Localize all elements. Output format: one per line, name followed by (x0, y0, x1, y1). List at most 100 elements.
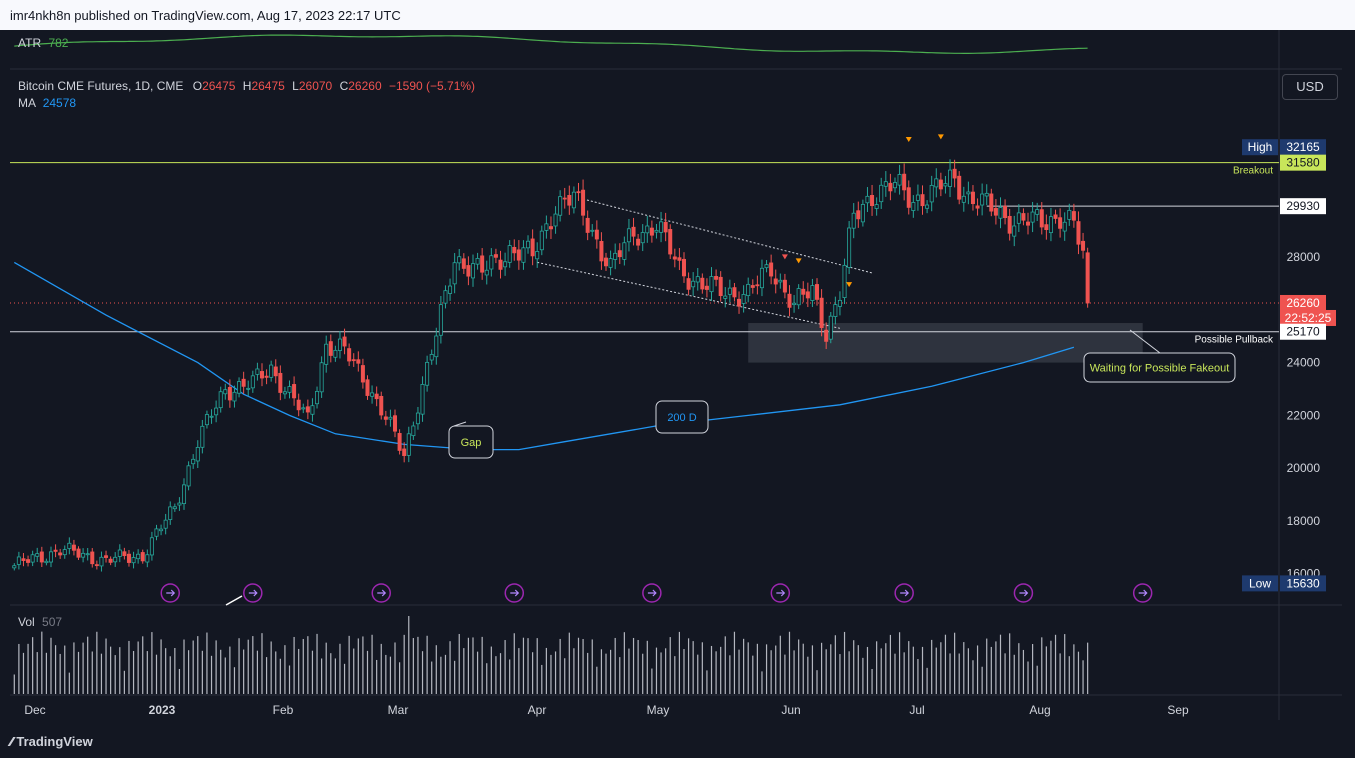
volume-bar (642, 653, 644, 694)
candle (493, 248, 498, 264)
candle (1067, 203, 1072, 226)
volume-bar (958, 653, 960, 694)
volume-bar (155, 654, 158, 694)
candle (934, 168, 939, 198)
candle (948, 159, 953, 198)
time-tick: Dec (24, 703, 45, 717)
candle (562, 187, 567, 209)
candle (227, 379, 232, 408)
pullback-label: Possible Pullback (1195, 335, 1274, 346)
candle-body (71, 544, 76, 551)
volume-bar (224, 657, 226, 694)
volume-bar (793, 650, 795, 694)
candle-body (48, 551, 53, 563)
high-label: H (242, 79, 252, 93)
volume-bar (408, 616, 410, 694)
volume-bar (275, 651, 277, 694)
candle-body (498, 259, 503, 270)
candle-body (443, 290, 448, 304)
candle-body (590, 229, 595, 232)
volume-bar (935, 647, 937, 694)
candle-body (131, 557, 136, 564)
atr-legend: ATR 782 (18, 36, 68, 50)
candle (526, 235, 531, 254)
candle (489, 248, 494, 277)
candle-body (1030, 211, 1035, 223)
volume-bar (119, 647, 121, 694)
symbol-legend: Bitcoin CME Futures, 1D, CME O26475 H264… (18, 79, 475, 93)
candle (1012, 215, 1017, 247)
candle (131, 551, 136, 569)
candle-body (649, 227, 654, 236)
volume-bar (926, 667, 928, 694)
candle-body (521, 247, 526, 263)
candle-body (99, 556, 104, 567)
candle-body (1071, 211, 1076, 221)
candle-body (241, 378, 246, 387)
candle-body (709, 276, 714, 293)
candle (714, 269, 719, 287)
volume-bar (270, 641, 272, 694)
volume-bar (490, 646, 492, 694)
volume-bar (637, 639, 639, 694)
candle (865, 187, 870, 212)
candle-body (626, 228, 631, 243)
volume-bar (944, 634, 947, 694)
event-marker-icon (1013, 583, 1034, 603)
candle (792, 295, 797, 313)
volume-bar (765, 644, 768, 694)
candle-body (53, 549, 58, 552)
event-ring (770, 583, 791, 603)
symbol-name[interactable]: Bitcoin CME Futures, 1D, CME (18, 79, 184, 93)
volume-bar (986, 638, 988, 694)
volume-bar (486, 663, 488, 694)
volume-bar (894, 653, 896, 694)
tradingview-logo[interactable]: ⁄⁄ TradingView (10, 734, 93, 749)
volume-bar (623, 632, 625, 694)
volume-bar (192, 640, 194, 694)
volume-bar (509, 659, 511, 694)
candle (870, 184, 875, 216)
candle-body (126, 553, 131, 563)
candle (1003, 199, 1008, 225)
event-arrow (1138, 589, 1148, 597)
candle (388, 409, 393, 427)
candle (30, 550, 35, 567)
candle-body (847, 227, 852, 268)
volume-bar (178, 668, 181, 694)
time-tick: May (647, 703, 670, 717)
candle (305, 399, 310, 420)
volume-bar (68, 672, 70, 694)
candle-body (76, 548, 81, 558)
atr-line (14, 34, 1088, 54)
currency-button[interactable]: USD (1282, 74, 1338, 100)
candle-body (938, 179, 943, 190)
volume-bar (421, 651, 424, 694)
volume-bar (472, 637, 474, 694)
volume-bar (1082, 660, 1084, 694)
signal-triangle-icon (846, 282, 853, 288)
candle (71, 539, 76, 556)
volume-bar (568, 632, 570, 694)
candle (732, 282, 737, 302)
candle (81, 548, 86, 563)
candle (140, 549, 145, 564)
candle (337, 330, 342, 359)
volume-bar (247, 639, 249, 694)
candle (604, 252, 609, 271)
candle (516, 240, 521, 270)
candle-body (902, 173, 907, 191)
candle-body (1053, 214, 1058, 219)
candle (585, 210, 590, 241)
event-marker-icon (1132, 583, 1153, 603)
volume-bar (981, 666, 983, 694)
volume-bar (1077, 651, 1080, 694)
event-marker-icon (371, 583, 391, 603)
candle-body (558, 196, 563, 216)
volume-bar (545, 647, 547, 694)
candle (328, 334, 333, 363)
candle-body (897, 174, 902, 186)
volume-bar (206, 632, 208, 694)
candle (1062, 212, 1067, 241)
